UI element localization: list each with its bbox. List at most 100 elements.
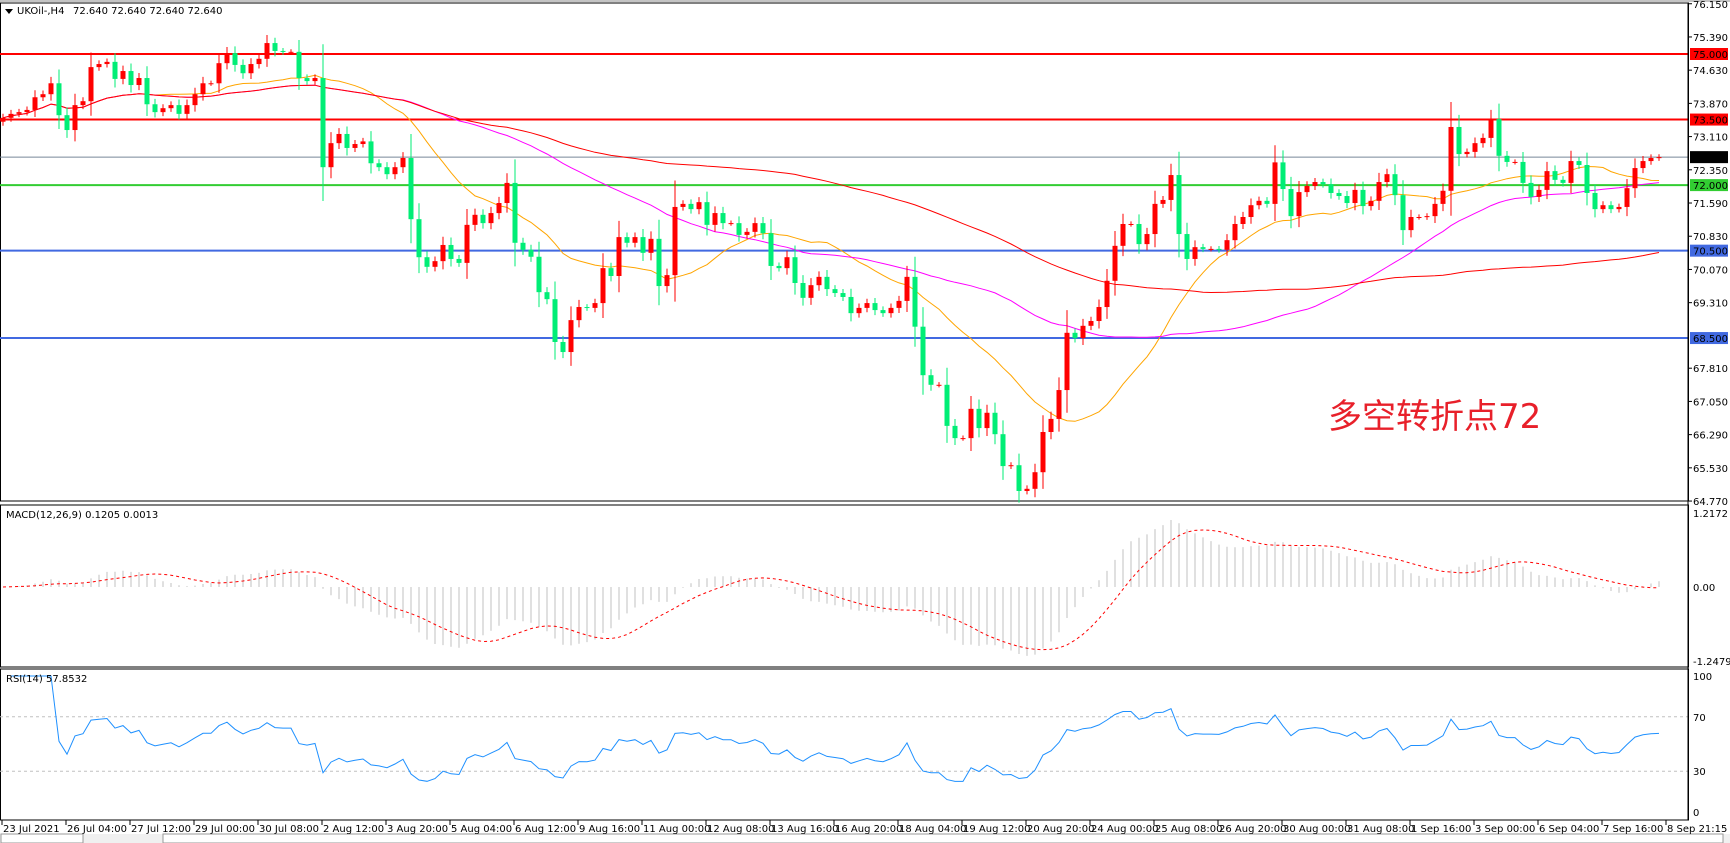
candle-body <box>624 237 630 243</box>
candle <box>1128 221 1134 227</box>
candle-body <box>1488 119 1494 138</box>
candle-body <box>872 303 878 311</box>
candle <box>256 54 262 69</box>
candle-body <box>32 97 38 110</box>
candle-body <box>1536 189 1542 197</box>
time-tick-label: 16 Aug 20:00 <box>835 824 902 835</box>
candle-body <box>504 182 510 204</box>
candle-body <box>1264 200 1270 204</box>
candle <box>144 66 150 117</box>
candle <box>624 232 630 248</box>
candle-body <box>456 258 462 263</box>
candle-body <box>440 244 446 262</box>
candle-body <box>640 237 646 253</box>
price-label-75.000: 75.000 <box>1693 50 1728 61</box>
candle-body <box>632 237 638 243</box>
candle-body <box>904 276 910 301</box>
horizontal-levels[interactable] <box>0 53 1688 340</box>
candle <box>360 137 366 148</box>
price-tick-label: 67.810 <box>1693 364 1728 375</box>
candle-body <box>216 63 222 84</box>
candle-body <box>1104 280 1110 308</box>
candle <box>104 58 110 68</box>
price-label-72.000: 72.000 <box>1693 181 1728 192</box>
candle <box>1216 245 1222 253</box>
candle-body <box>1632 168 1638 189</box>
candle <box>920 307 926 395</box>
candle <box>288 49 294 55</box>
candle <box>1504 151 1510 167</box>
candle-body <box>744 231 750 235</box>
candle-body <box>1312 182 1318 186</box>
candle <box>600 253 606 318</box>
candle <box>1240 211 1246 230</box>
candle-body <box>1448 126 1454 191</box>
ma-fast-line <box>2 74 1660 422</box>
candle <box>1008 462 1014 470</box>
candle-body <box>224 53 230 64</box>
candle <box>512 159 518 267</box>
candle <box>1160 195 1166 208</box>
candle-body <box>1192 247 1198 259</box>
candle-body <box>112 61 118 79</box>
candle-body <box>1432 203 1438 217</box>
candle <box>384 162 390 180</box>
candle-body <box>560 341 566 353</box>
candle-body <box>400 158 406 168</box>
candle <box>1088 316 1094 331</box>
time-tick-label: 5 Aug 04:00 <box>451 824 512 835</box>
candle <box>720 206 726 230</box>
candle-body <box>880 310 886 314</box>
candle <box>672 180 678 302</box>
candle-body <box>160 108 166 113</box>
rsi-pane-border <box>0 668 1689 821</box>
candle-body <box>1600 205 1606 210</box>
candle <box>712 206 718 232</box>
candle-body <box>1176 175 1182 235</box>
candle-body <box>1200 247 1206 249</box>
rsi-axis-label: 30 <box>1693 767 1706 778</box>
candle <box>1120 213 1126 257</box>
candle-body <box>1168 175 1174 200</box>
candle <box>768 219 774 281</box>
candle-body <box>48 83 54 95</box>
candle-body <box>184 105 190 114</box>
collapse-triangle-icon[interactable] <box>5 9 13 14</box>
candle <box>752 217 758 238</box>
candle-body <box>240 64 246 74</box>
candle-body <box>1648 158 1654 162</box>
candle-body <box>1568 161 1574 183</box>
price-tick-label: 67.050 <box>1693 397 1728 408</box>
candle <box>0 113 6 126</box>
candle <box>912 256 918 347</box>
candle-body <box>920 326 926 376</box>
candle <box>808 278 814 305</box>
candle-body <box>1040 432 1046 473</box>
time-tick-label: 23 Jul 2021 <box>3 824 60 835</box>
time-tick-label: 7 Sep 16:00 <box>1603 824 1663 835</box>
candle <box>1368 196 1374 211</box>
time-tick-label: 2 Aug 12:00 <box>323 824 384 835</box>
candle-body <box>1376 182 1382 201</box>
candle <box>24 106 30 116</box>
candle <box>1312 178 1318 190</box>
candle <box>400 152 406 174</box>
candle <box>872 298 878 316</box>
price-label-box <box>1690 332 1728 345</box>
rsi-header: RSI(14) 57.8532 <box>6 674 87 685</box>
candle-body <box>696 202 702 210</box>
candle <box>496 196 502 220</box>
candle-body <box>832 289 838 294</box>
tab-scrollbar <box>162 833 1724 843</box>
candle <box>824 269 830 297</box>
candle <box>1000 420 1006 480</box>
candle-body <box>976 408 982 429</box>
candle <box>48 76 54 101</box>
candle-body <box>1456 126 1462 155</box>
candle <box>952 418 958 446</box>
candle <box>608 262 614 282</box>
candle <box>1600 201 1606 214</box>
candle <box>688 199 694 214</box>
candle <box>304 74 310 85</box>
